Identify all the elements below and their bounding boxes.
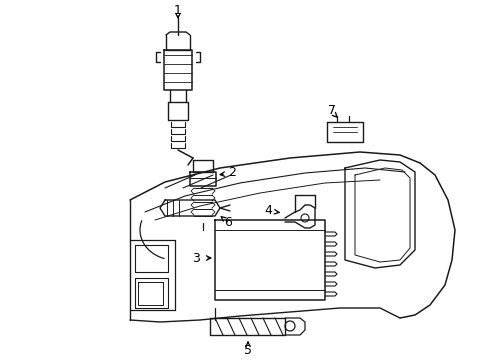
Text: 6: 6 <box>224 216 231 229</box>
Text: 4: 4 <box>264 204 271 217</box>
Text: 1: 1 <box>174 4 182 17</box>
Text: 7: 7 <box>327 104 335 117</box>
Text: 3: 3 <box>192 252 200 265</box>
Text: 5: 5 <box>244 343 251 356</box>
Text: 2: 2 <box>227 166 235 180</box>
